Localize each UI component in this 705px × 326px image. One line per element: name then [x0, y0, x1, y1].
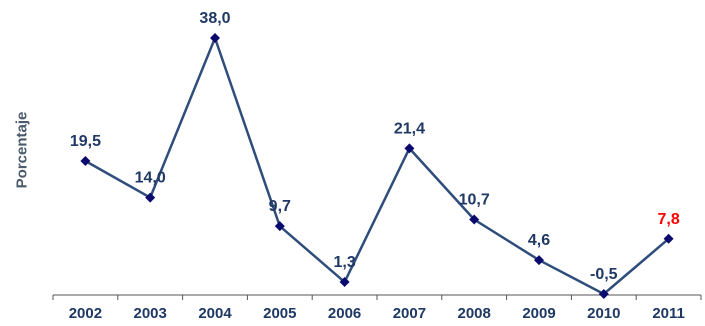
x-tick-label: 2009 [522, 305, 555, 322]
data-label: 10,7 [459, 192, 490, 209]
x-tick-label: 2004 [198, 305, 232, 322]
data-label: -0,5 [590, 266, 618, 283]
data-label: 4,6 [528, 232, 550, 249]
series-line [84, 34, 670, 296]
data-point-marker [274, 221, 285, 232]
data-point-marker [404, 143, 415, 154]
data-label: 19,5 [70, 133, 101, 150]
data-point-marker [210, 33, 220, 43]
x-tick-label: 2005 [263, 305, 296, 322]
data-label: 14,0 [135, 170, 166, 187]
data-label: 21,4 [394, 120, 425, 137]
data-label: 9,7 [269, 198, 291, 215]
data-point-marker [145, 192, 156, 203]
data-point-marker [339, 277, 350, 288]
x-tick-label: 2006 [328, 305, 361, 322]
data-point-marker [80, 156, 91, 167]
x-tick-label: 2010 [587, 305, 620, 322]
data-label: 7,8 [657, 211, 679, 228]
data-label: 38,0 [199, 10, 230, 27]
x-tick-label: 2003 [134, 305, 167, 322]
data-point-marker [469, 214, 480, 225]
data-point-marker [598, 289, 609, 299]
data-label: 1,3 [333, 254, 355, 271]
x-tick-label: 2008 [458, 305, 491, 322]
data-point-marker [534, 255, 544, 266]
x-tick-label: 2002 [69, 305, 102, 322]
x-tick-label: 2011 [652, 305, 685, 322]
x-tick-label: 2007 [393, 305, 426, 322]
data-point-marker [663, 233, 674, 244]
